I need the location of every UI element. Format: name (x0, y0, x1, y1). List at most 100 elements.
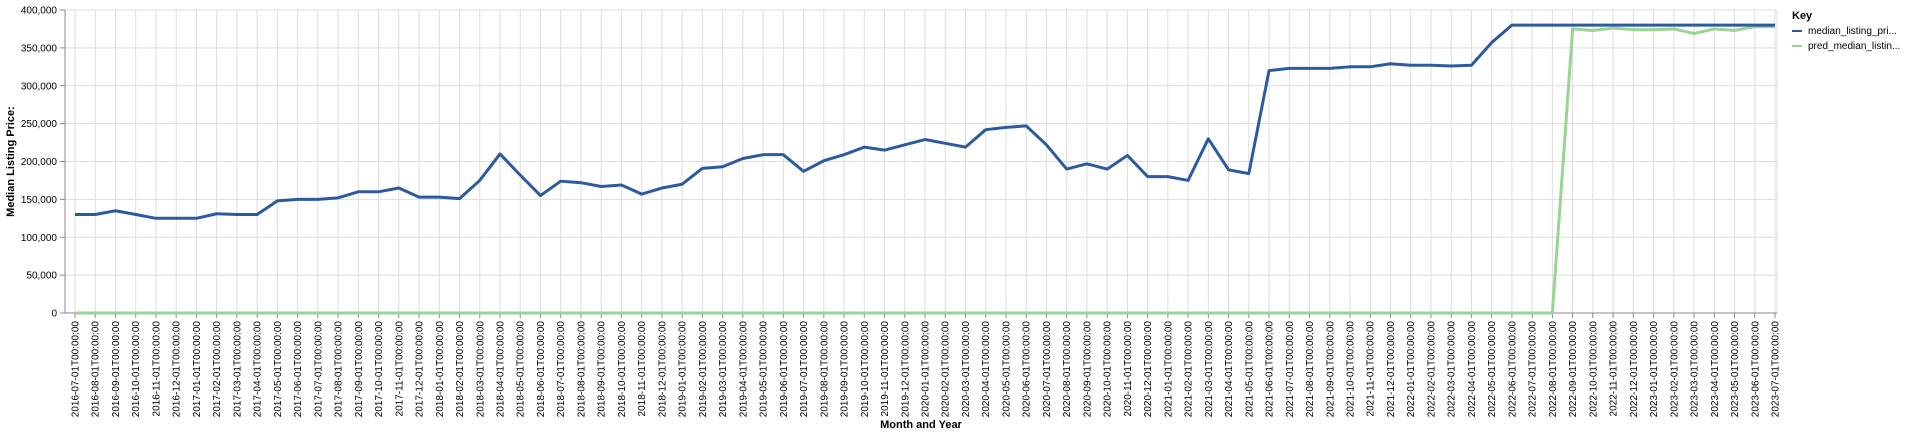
x-tick-label: 2020-06-01T00:00:00 (1022, 321, 1033, 418)
y-tick-label: 400,000 (21, 6, 58, 17)
x-tick-label: 2022-06-01T00:00:00 (1507, 321, 1518, 418)
x-tick-label: 2019-12-01T00:00:00 (900, 321, 911, 418)
x-tick-label: 2022-07-01T00:00:00 (1528, 321, 1539, 418)
x-tick-label: 2018-07-01T00:00:00 (556, 321, 567, 418)
x-tick-label: 2020-07-01T00:00:00 (1042, 321, 1053, 418)
x-tick-label: 2019-02-01T00:00:00 (698, 321, 709, 418)
x-tick-label: 2018-09-01T00:00:00 (597, 321, 608, 418)
y-tick-label: 250,000 (21, 119, 58, 130)
x-tick-label: 2019-10-01T00:00:00 (860, 321, 871, 418)
legend-label: pred_median_listin... (1808, 41, 1900, 52)
x-tick-label: 2021-12-01T00:00:00 (1386, 321, 1397, 418)
x-tick-label: 2017-02-01T00:00:00 (212, 321, 223, 418)
y-tick-label: 0 (51, 309, 57, 320)
y-tick-label: 100,000 (21, 233, 58, 244)
x-tick-label: 2018-10-01T00:00:00 (617, 321, 628, 418)
y-tick-label: 50,000 (26, 271, 57, 282)
x-tick-label: 2022-05-01T00:00:00 (1487, 321, 1498, 418)
y-axis: 0 50,000 100,000 150,000 200,000 250,000 300,0… (21, 6, 66, 320)
x-tick-label: 2017-09-01T00:00:00 (354, 321, 365, 418)
x-tick-label: 2017-04-01T00:00:00 (253, 321, 264, 418)
x-tick-label: 2016-07-01T00:00:00 (71, 321, 82, 418)
x-tick-label: 2019-11-01T00:00:00 (880, 321, 891, 417)
y-tick-label: 200,000 (21, 157, 58, 168)
x-tick-label: 2016-11-01T00:00:00 (151, 321, 162, 417)
x-tick-label: 2018-12-01T00:00:00 (657, 321, 668, 418)
x-tick-label: 2022-01-01T00:00:00 (1406, 321, 1417, 418)
x-tick-label: 2021-06-01T00:00:00 (1265, 321, 1276, 418)
y-tick-label: 300,000 (21, 81, 58, 92)
x-tick-label: 2019-04-01T00:00:00 (738, 321, 749, 418)
x-tick-label: 2016-08-01T00:00:00 (91, 321, 102, 418)
x-tick-label: 2020-02-01T00:00:00 (941, 321, 952, 418)
x-tick-label: 2022-03-01T00:00:00 (1447, 321, 1458, 418)
x-tick-label: 2017-07-01T00:00:00 (313, 321, 324, 418)
legend-label: median_listing_pri... (1808, 26, 1897, 37)
x-axis-title: Month and Year (880, 419, 962, 431)
x-tick-label: 2022-02-01T00:00:00 (1426, 321, 1437, 418)
x-tick-label: 2021-08-01T00:00:00 (1305, 321, 1316, 418)
x-tick-label: 2021-11-01T00:00:00 (1366, 321, 1377, 417)
x-tick-label: 2020-04-01T00:00:00 (981, 321, 992, 418)
x-tick-label: 2019-09-01T00:00:00 (840, 321, 851, 418)
x-tick-label: 2018-04-01T00:00:00 (496, 321, 507, 418)
x-tick-label: 2021-01-01T00:00:00 (1163, 321, 1174, 418)
x-tick-label: 2018-02-01T00:00:00 (455, 321, 466, 418)
x-tick-label: 2017-05-01T00:00:00 (273, 321, 284, 418)
x-tick-label: 2019-06-01T00:00:00 (779, 321, 790, 418)
x-tick-label: 2020-01-01T00:00:00 (921, 321, 932, 418)
x-tick-label: 2018-03-01T00:00:00 (475, 321, 486, 418)
x-tick-label: 2018-08-01T00:00:00 (576, 321, 587, 418)
x-tick-label: 2017-12-01T00:00:00 (415, 321, 426, 418)
x-tick-label: 2023-07-01T00:00:00 (1771, 321, 1782, 418)
x-tick-label: 2021-03-01T00:00:00 (1204, 321, 1215, 418)
x-tick-label: 2017-03-01T00:00:00 (232, 321, 243, 418)
x-tick-label: 2023-02-01T00:00:00 (1669, 321, 1680, 418)
x-tick-label: 2018-06-01T00:00:00 (536, 321, 547, 418)
legend-title: Key (1792, 10, 1813, 22)
x-tick-label: 2022-09-01T00:00:00 (1568, 321, 1579, 418)
x-tick-label: 2020-09-01T00:00:00 (1082, 321, 1093, 418)
x-tick-label: 2017-01-01T00:00:00 (192, 321, 203, 418)
x-tick-label: 2020-11-01T00:00:00 (1123, 321, 1134, 417)
x-tick-label: 2023-01-01T00:00:00 (1649, 321, 1660, 418)
x-tick-label: 2018-05-01T00:00:00 (516, 321, 527, 418)
x-tick-label: 2019-05-01T00:00:00 (759, 321, 770, 418)
x-tick-label: 2022-12-01T00:00:00 (1629, 321, 1640, 418)
x-tick-label: 2017-10-01T00:00:00 (374, 321, 385, 418)
x-axis: 2016-07-01T00:00:00 2016-08-01T00:00:00 20… (65, 312, 1782, 418)
x-tick-label: 2020-08-01T00:00:00 (1062, 321, 1073, 418)
x-tick-label: 2020-03-01T00:00:00 (961, 321, 972, 418)
x-tick-label: 2019-03-01T00:00:00 (718, 321, 729, 418)
x-tick-label: 2016-09-01T00:00:00 (111, 321, 122, 418)
series-line-pred-median-listing-price (75, 25, 1775, 315)
legend: Key median_listing_pri... pred_median_lis… (1792, 10, 1900, 52)
x-tick-label: 2017-06-01T00:00:00 (293, 321, 304, 418)
y-tick-label: 350,000 (21, 43, 58, 54)
x-tick-label: 2019-08-01T00:00:00 (819, 321, 830, 418)
y-axis-title: Median Listing Price: (5, 106, 17, 217)
x-tick-label: 2019-07-01T00:00:00 (799, 321, 810, 418)
x-tick-label: 2021-04-01T00:00:00 (1224, 321, 1235, 418)
x-tick-label: 2021-09-01T00:00:00 (1325, 321, 1336, 418)
series-line-median-listing-price (75, 23, 1775, 220)
x-tick-label: 2022-08-01T00:00:00 (1548, 321, 1559, 418)
x-tick-label: 2022-04-01T00:00:00 (1467, 321, 1478, 418)
x-tick-label: 2023-06-01T00:00:00 (1750, 321, 1761, 418)
x-tick-label: 2023-03-01T00:00:00 (1690, 321, 1701, 418)
x-tick-label: 2022-10-01T00:00:00 (1588, 321, 1599, 418)
grid-lines (64, 9, 1778, 314)
x-tick-label: 2017-08-01T00:00:00 (334, 321, 345, 418)
x-tick-label: 2016-10-01T00:00:00 (131, 321, 142, 418)
x-tick-label: 2016-12-01T00:00:00 (172, 321, 183, 418)
x-tick-label: 2020-12-01T00:00:00 (1143, 321, 1154, 418)
x-tick-label: 2019-01-01T00:00:00 (678, 321, 689, 418)
x-tick-label: 2020-10-01T00:00:00 (1103, 321, 1114, 418)
x-tick-label: 2023-04-01T00:00:00 (1710, 321, 1721, 418)
x-tick-label: 2022-11-01T00:00:00 (1609, 321, 1620, 417)
x-tick-label: 2020-05-01T00:00:00 (1001, 321, 1012, 418)
y-tick-label: 150,000 (21, 195, 58, 206)
x-tick-label: 2018-11-01T00:00:00 (637, 321, 648, 417)
x-tick-label: 2021-10-01T00:00:00 (1346, 321, 1357, 418)
